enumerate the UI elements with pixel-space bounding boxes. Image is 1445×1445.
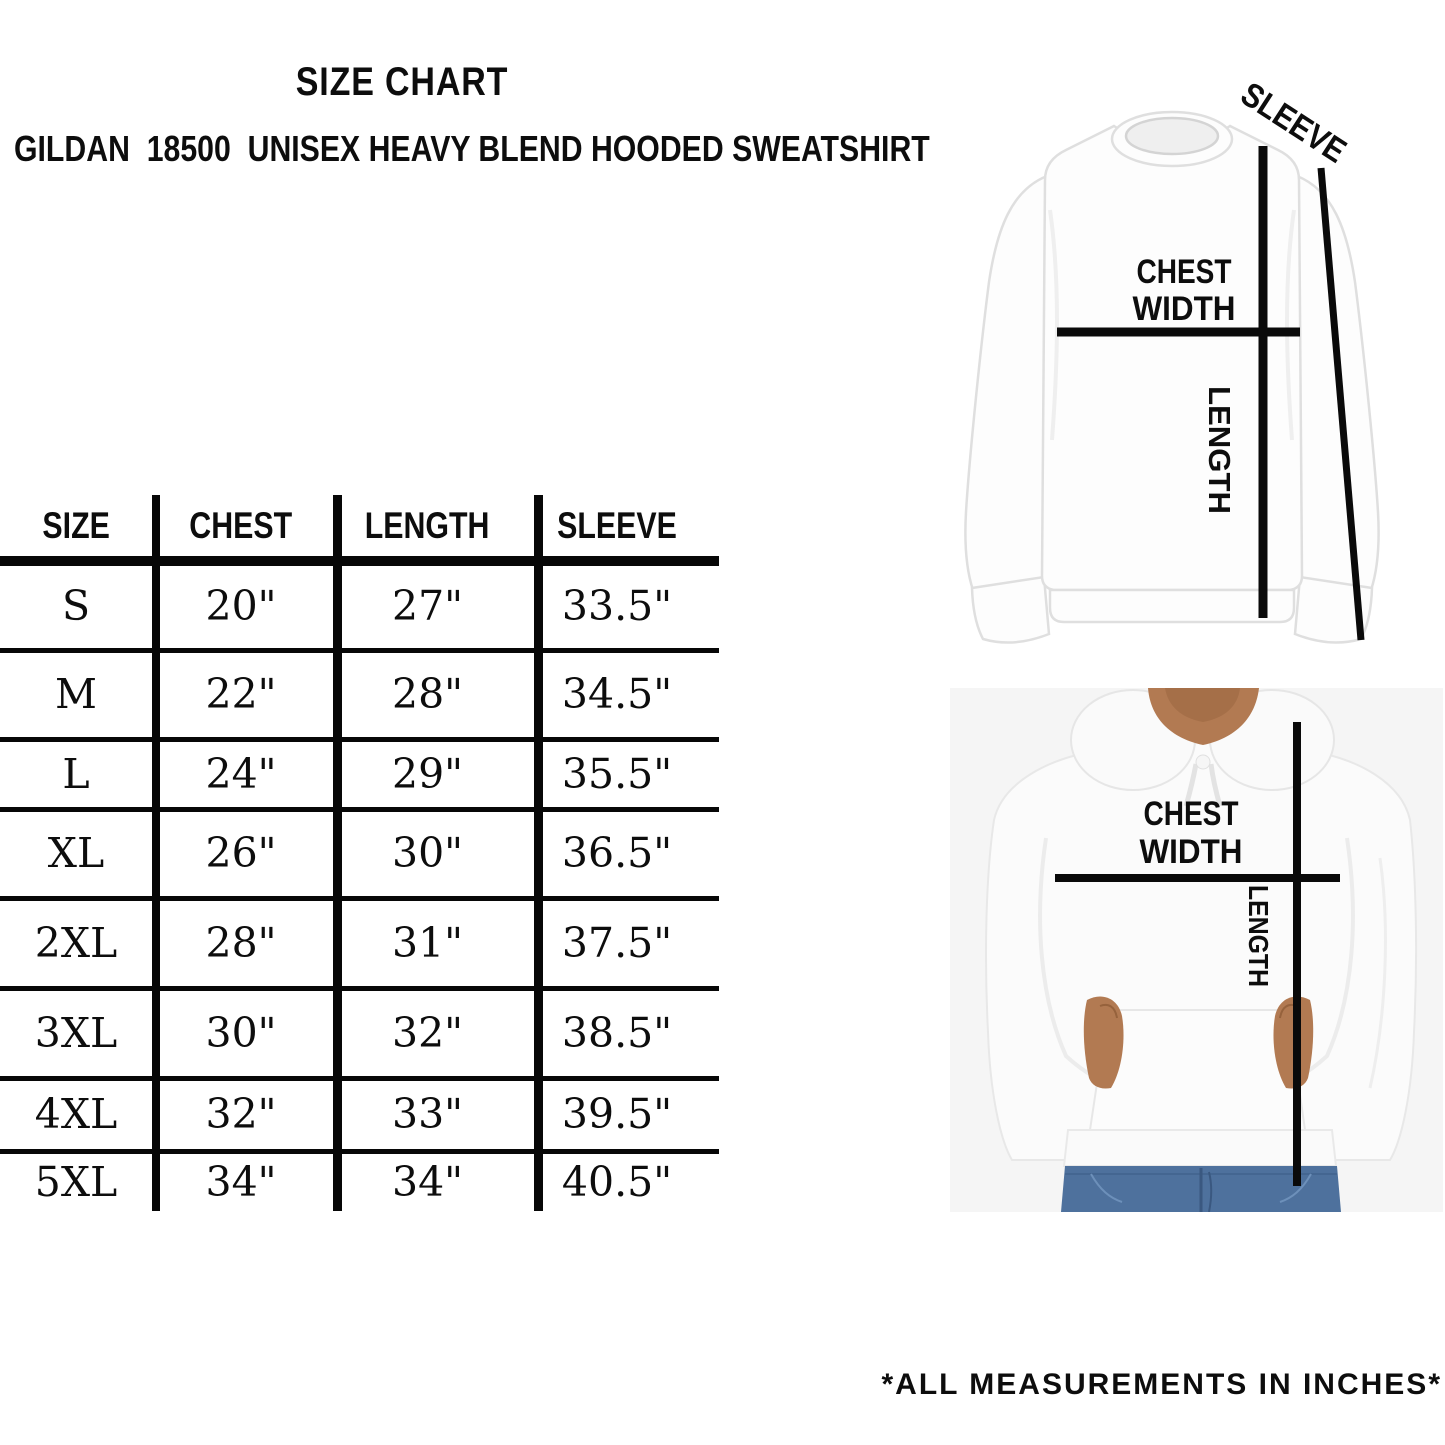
table-cell: 4XL [34, 1090, 118, 1138]
hoodie-model-photo: CHEST WIDTH LENGTH [950, 688, 1443, 1212]
table-cell: 3XL [34, 1008, 118, 1057]
table-row-divider [0, 986, 719, 991]
table-cell: 24" [205, 749, 277, 798]
table-cell: 20" [205, 582, 277, 630]
table-cell: L [62, 749, 90, 798]
table-cell: 28" [205, 918, 277, 967]
table-cell: 38.5" [561, 1008, 673, 1057]
table-row-divider [0, 1076, 719, 1081]
table-cell: 33" [391, 1090, 464, 1138]
chest-width-label: WIDTH [1140, 833, 1243, 871]
table-cell: 33.5" [561, 582, 673, 630]
chest-width-label: CHEST [1144, 795, 1239, 833]
page-title: SIZE CHART [295, 60, 509, 104]
column-header-label: LENGTH [365, 504, 490, 546]
measurement-annotations: CHEST WIDTH SLEEVE LENGTH [1057, 75, 1365, 641]
measurement-annotations: CHEST WIDTH LENGTH [1055, 722, 1340, 1186]
table-cell: 34" [205, 1158, 277, 1206]
table-column-divider [534, 495, 543, 1211]
chest-width-label: WIDTH [1133, 290, 1236, 328]
table-cell: 34" [391, 1158, 464, 1206]
table-cell: 26" [205, 829, 277, 877]
table-column-divider [152, 495, 160, 1211]
table-row-divider [0, 737, 719, 742]
length-label: LENGTH [1243, 885, 1274, 987]
chest-width-label: CHEST [1137, 253, 1232, 291]
table-cell: 40.5" [561, 1158, 673, 1206]
table-cell: 34.5" [561, 670, 673, 718]
table-cell: 37.5" [561, 918, 673, 967]
table-row-divider [0, 896, 719, 901]
table-cell: 35.5" [561, 749, 673, 798]
column-header-label: SIZE [42, 504, 110, 546]
column-header-label: SLEEVE [557, 504, 677, 546]
measurements-note: *ALL MEASUREMENTS IN INCHES* [881, 1368, 1442, 1401]
table-cell: 29" [391, 749, 464, 798]
sweatshirt-illustration [964, 110, 1380, 644]
table-cell: 32" [391, 1008, 464, 1057]
table-row-divider [0, 648, 719, 653]
sleeve-line [1317, 167, 1365, 641]
table-cell: 27" [391, 582, 464, 630]
flat-sweatshirt-diagram: CHEST WIDTH SLEEVE LENGTH [964, 75, 1380, 644]
table-cell: 39.5" [561, 1090, 673, 1138]
table-cell: 32" [205, 1090, 277, 1138]
table-cell: 36.5" [561, 829, 673, 877]
table-cell: 30" [205, 1008, 277, 1057]
table-row-divider [0, 1149, 719, 1154]
table-cell: XL [47, 829, 105, 877]
table-row-divider [0, 807, 719, 812]
table-cell: 22" [205, 670, 277, 718]
table-column-divider [333, 495, 342, 1211]
column-header-label: CHEST [189, 504, 293, 546]
product-subtitle: GILDAN 18500 UNISEX HEAVY BLEND HOODED S… [14, 128, 930, 169]
column-header-chest: CHEST [161, 497, 321, 554]
table-cell: 28" [391, 670, 464, 718]
table-cell: M [55, 670, 97, 718]
column-header-size: SIZE [0, 497, 152, 554]
table-cell: 5XL [34, 1158, 118, 1206]
length-label: LENGTH [1202, 386, 1237, 514]
column-header-sleeve: SLEEVE [547, 497, 687, 554]
table-cell: S [61, 582, 91, 630]
hoodie-model-illustration [985, 688, 1418, 1212]
column-header-length: LENGTH [345, 497, 510, 554]
table-header-divider [0, 556, 719, 566]
table-cell: 2XL [34, 918, 118, 967]
table-cell: 31" [391, 918, 464, 967]
table-cell: 30" [391, 829, 464, 877]
